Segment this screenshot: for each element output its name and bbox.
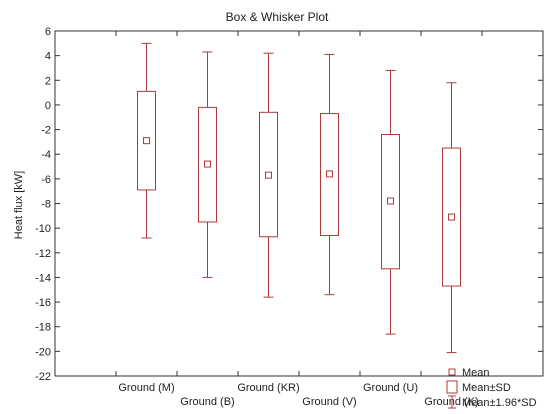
box-series <box>137 42 461 354</box>
plot-area-frame <box>54 30 544 377</box>
x-tick-label: Ground (KR) <box>237 382 299 394</box>
box-group <box>320 53 339 296</box>
y-tick-label: -22 <box>35 371 51 383</box>
legend-label: Mean±1.96*SD <box>462 397 537 409</box>
y-tick-label: -8 <box>41 199 51 211</box>
box-group <box>442 82 461 354</box>
chart-title: Box & Whisker Plot <box>226 10 329 24</box>
legend-sd-icon <box>446 380 458 394</box>
x-tick-label: Ground (V) <box>302 396 356 408</box>
mean-marker <box>326 170 333 178</box>
x-axis: Ground (M) Ground (B)Ground (KR)Ground (V… <box>115 31 483 408</box>
x-tick-label: Ground (M) <box>118 382 174 394</box>
y-tick-label: -6 <box>41 174 51 186</box>
mean-marker <box>204 160 211 168</box>
box-group <box>137 42 156 239</box>
y-tick-label: -18 <box>35 322 51 334</box>
y-tick-label: 4 <box>45 51 51 63</box>
y-tick-label: -10 <box>35 223 51 235</box>
legend-mean-icon <box>448 368 456 376</box>
y-tick-label: -2 <box>41 125 51 137</box>
y-axis: 6 4 2 0 -2 -4 -6 -8 -10 -12 -14 -16 -18 -20 -22 <box>35 26 543 383</box>
y-axis-label: Heat flux [kW] <box>13 171 25 239</box>
box-group <box>198 51 217 278</box>
legend-label: Mean±SD <box>462 382 511 394</box>
x-tick-label: Ground (U) <box>363 382 418 394</box>
mean-marker <box>448 213 455 221</box>
y-tick-label: -12 <box>35 248 51 260</box>
mean-marker <box>143 137 150 145</box>
y-tick-label: -16 <box>35 297 51 309</box>
x-tick-label: Ground (B) <box>180 396 234 408</box>
y-tick-label: 6 <box>45 26 51 38</box>
legend: Mean Mean±SD Mean±1.96*SD <box>446 367 537 409</box>
y-tick-label: -4 <box>41 149 51 161</box>
legend-label: Mean <box>462 367 490 379</box>
mean-marker <box>387 197 394 205</box>
box-group <box>259 52 278 298</box>
y-tick-label: -14 <box>35 272 51 284</box>
box-group <box>381 69 400 335</box>
y-tick-label: 0 <box>45 100 51 112</box>
mean-marker <box>265 171 272 179</box>
y-tick-label: 2 <box>45 75 51 87</box>
y-tick-label: -20 <box>35 346 51 358</box>
